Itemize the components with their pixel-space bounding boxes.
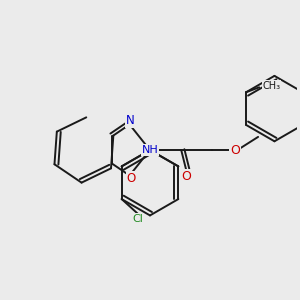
Text: NH: NH: [142, 145, 158, 155]
Text: O: O: [230, 143, 240, 157]
Text: Cl: Cl: [133, 214, 143, 224]
Text: O: O: [181, 170, 191, 183]
Text: N: N: [126, 114, 135, 127]
Text: O: O: [127, 172, 136, 185]
Text: CH₃: CH₃: [262, 81, 280, 91]
